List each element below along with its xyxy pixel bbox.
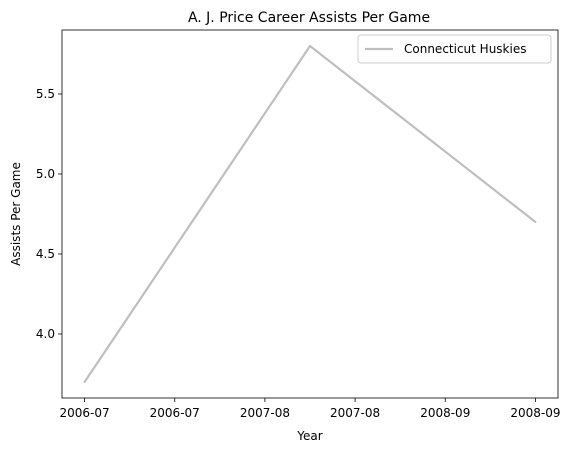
x-tick-label: 2008-09 bbox=[420, 406, 470, 420]
legend: Connecticut Huskies bbox=[357, 34, 552, 64]
x-tick-label: 2006-07 bbox=[59, 406, 109, 420]
data-point bbox=[83, 381, 86, 383]
chart-title: A. J. Price Career Assists Per Game bbox=[188, 10, 430, 26]
y-tick-label: 4.0 bbox=[36, 327, 55, 341]
legend-label: Connecticut Huskies bbox=[404, 42, 526, 56]
data-point bbox=[534, 221, 537, 223]
plot-frame bbox=[61, 29, 559, 399]
x-axis-label: Year bbox=[296, 429, 322, 443]
series-line bbox=[83, 44, 537, 383]
x-tick-label: 2007-08 bbox=[240, 406, 290, 420]
x-axis: 2006-07 2006-07 2007-08 2007-08 2008-09 2008-… bbox=[59, 398, 561, 420]
y-tick-label: 4.5 bbox=[36, 247, 55, 261]
x-tick-label: 2008-09 bbox=[510, 406, 560, 420]
y-axis-label: Assists Per Game bbox=[9, 162, 23, 266]
y-tick-label: 5.5 bbox=[36, 87, 55, 101]
data-point bbox=[309, 45, 311, 47]
x-tick-label: 2007-08 bbox=[330, 406, 380, 420]
legend-box bbox=[357, 34, 552, 64]
y-tick-label: 5.0 bbox=[36, 167, 55, 181]
y-axis: 4.0 4.5 5.0 5.5 bbox=[36, 87, 62, 341]
x-tick-label: 2006-07 bbox=[150, 406, 200, 420]
series-layer bbox=[83, 44, 537, 383]
